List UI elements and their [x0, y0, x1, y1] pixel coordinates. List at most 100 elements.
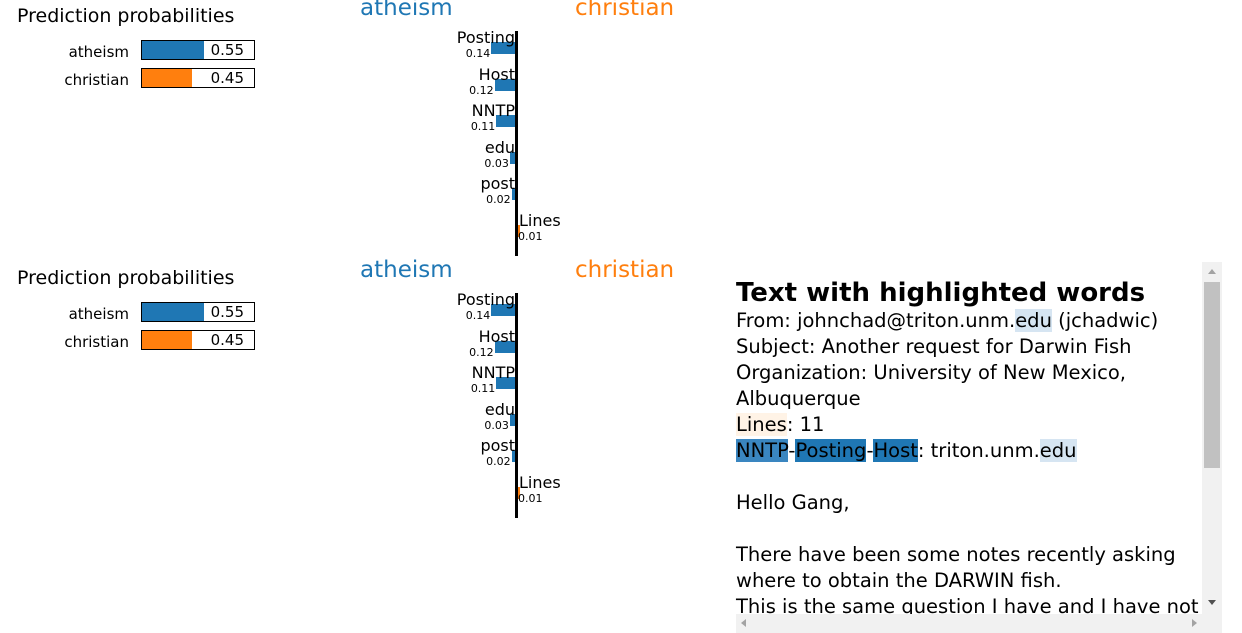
feature-label: Lines: [519, 210, 561, 230]
feature-value: 0.02: [486, 193, 511, 206]
class-neg-heading: atheism: [360, 0, 453, 21]
feature-bar-nntp: [496, 377, 515, 389]
scroll-up-icon[interactable]: [1208, 269, 1216, 274]
prob-value: 0.45: [210, 331, 244, 349]
text-span: : triton.unm.: [917, 439, 1040, 462]
text-line-blank: [736, 516, 1206, 542]
prob-bar-frame: 0.45: [141, 330, 255, 350]
feature-label: Host: [478, 326, 515, 346]
feature-bar-host: [494, 78, 515, 91]
text-line-org: Organization: University of New Mexico,: [736, 361, 1127, 384]
feature-bar-posting: [491, 304, 515, 316]
feature-bar-post: [511, 188, 515, 200]
feature-label: NNTP: [471, 101, 515, 120]
feature-label: post: [480, 436, 515, 455]
feature-bar-edu: [509, 413, 515, 426]
prob-bar-frame: 0.45: [141, 68, 255, 88]
prob-bar-fill: [142, 331, 193, 349]
prob-bar-fill: [142, 41, 204, 59]
text-line-org: Albuquerque: [736, 387, 861, 410]
prob-row-christian: christian 0.45: [17, 330, 267, 358]
probs-title: Prediction probabilities: [17, 5, 235, 27]
prediction-probabilities: Prediction probabilities atheism 0.55 ch…: [17, 266, 267, 358]
text-line-greeting: Hello Gang,: [736, 491, 850, 514]
feature-label: Host: [478, 64, 515, 84]
prob-row-christian: christian 0.45: [17, 68, 267, 96]
text-span: -: [788, 439, 796, 462]
text-line-blank: [736, 464, 1206, 490]
feature-value: 0.11: [470, 382, 496, 395]
feature-bar-edu: [509, 151, 515, 164]
feature-bar-post: [511, 450, 515, 462]
prob-row-atheism: atheism 0.55: [17, 302, 267, 330]
class-pos-heading: christian: [575, 0, 675, 21]
prob-label: christian: [64, 333, 129, 351]
feature-value: 0.11: [470, 120, 496, 133]
prob-label: atheism: [68, 305, 129, 323]
feature-value: 0.14: [465, 309, 491, 322]
text-panel-title: Text with highlighted words: [736, 278, 1146, 308]
text-line-body: There have been some notes recently aski…: [736, 543, 1176, 566]
prob-bar-frame: 0.55: [141, 40, 255, 60]
text-span: : 11: [786, 413, 825, 436]
feature-value: 0.01: [518, 229, 543, 243]
scroll-right-icon[interactable]: [1192, 619, 1197, 627]
text-span: From: johnchad@triton.unm.: [736, 309, 1016, 332]
prob-value: 0.55: [210, 303, 244, 321]
highlighted-text-panel[interactable]: Text with highlighted words From: johnch…: [725, 262, 1223, 633]
feature-value: 0.02: [486, 455, 511, 468]
prediction-probabilities: Prediction probabilities atheism 0.55 ch…: [17, 4, 267, 96]
feature-bar-nntp: [496, 115, 515, 127]
prob-label: atheism: [68, 43, 129, 61]
text-span: (jchadwic): [1051, 309, 1159, 332]
explanation-panel-2: Prediction probabilities atheism 0.55 ch…: [0, 257, 1242, 618]
feature-value: 0.14: [465, 47, 491, 60]
class-pos-heading: christian: [575, 257, 675, 283]
text-line-from: From: johnchad@triton.unm.edu (jchadwic): [736, 308, 1206, 334]
explanation-panel-1: Prediction probabilities atheism 0.55 ch…: [0, 0, 1242, 262]
class-neg-heading: atheism: [360, 257, 453, 283]
prob-value: 0.45: [210, 69, 244, 87]
feature-bar-lines: [518, 224, 520, 237]
scroll-left-icon[interactable]: [741, 619, 746, 627]
prob-label: christian: [64, 71, 129, 89]
highlight-posting: Posting: [795, 439, 867, 462]
text-span: -: [866, 439, 874, 462]
feature-label: Posting: [456, 28, 515, 47]
feature-label: edu: [484, 137, 515, 157]
prob-row-atheism: atheism 0.55: [17, 40, 267, 68]
feature-axis: [515, 31, 518, 256]
text-line-body: where to obtain the DARWIN fish.: [736, 569, 1062, 592]
highlight-lines: Lines: [736, 413, 787, 436]
probs-title: Prediction probabilities: [17, 267, 235, 289]
feature-value: 0.03: [484, 156, 509, 170]
horizontal-scrollbar[interactable]: [736, 614, 1202, 633]
feature-value: 0.01: [518, 491, 543, 505]
scrollbar-thumb[interactable]: [1204, 282, 1220, 468]
feature-value: 0.12: [469, 345, 494, 359]
feature-bar-host: [494, 340, 515, 353]
feature-value: 0.03: [484, 418, 509, 432]
highlight-host: Host: [873, 439, 918, 462]
feature-label: NNTP: [471, 363, 515, 382]
feature-weights-chart: atheism christian Posting 0.14 Host 0.12 NNT…: [356, 0, 696, 256]
feature-label: edu: [484, 399, 515, 419]
prob-bar-fill: [142, 303, 204, 321]
feature-axis: [515, 293, 518, 518]
feature-label: Lines: [519, 472, 561, 492]
text-line-lines: Lines: 11: [736, 412, 1206, 438]
prob-bar-frame: 0.55: [141, 302, 255, 322]
feature-label: Posting: [456, 290, 515, 309]
text-line-nntp: NNTP-Posting-Host: triton.unm.edu: [736, 438, 1206, 464]
highlight-edu: edu: [1039, 439, 1077, 462]
highlight-nntp: NNTP: [736, 439, 789, 462]
highlight-edu: edu: [1015, 309, 1052, 332]
vertical-scrollbar[interactable]: [1202, 262, 1222, 633]
text-line-subject: Subject: Another request for Darwin Fish: [736, 335, 1132, 358]
highlighted-text: Text with highlighted words From: johnch…: [736, 276, 1206, 620]
feature-bar-lines: [518, 486, 520, 499]
scroll-down-icon[interactable]: [1208, 600, 1216, 605]
feature-weights-chart: atheism christian Posting 0.14 Host 0.12 NNT…: [356, 256, 696, 518]
prob-bar-fill: [142, 69, 193, 87]
feature-bar-posting: [491, 42, 515, 54]
